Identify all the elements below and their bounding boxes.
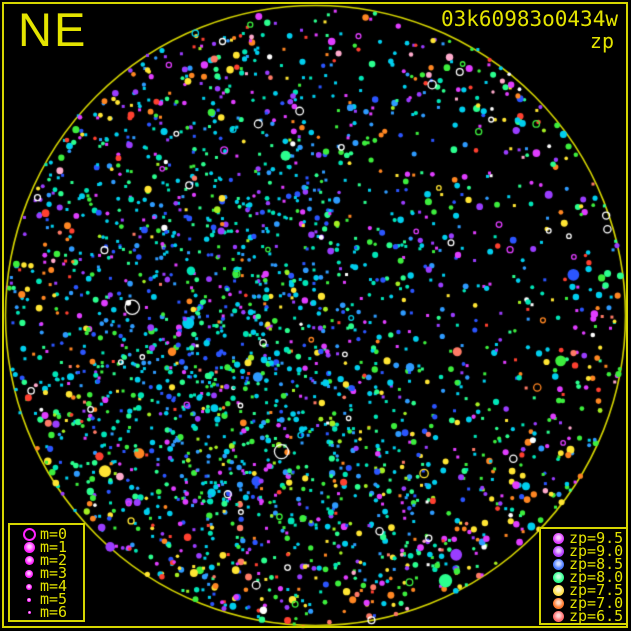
legend-zp-label: zp=6.5 — [569, 607, 624, 625]
legend-m-row: m=2 — [18, 551, 83, 569]
legend-zp-row: zp=7.0 — [547, 594, 626, 612]
legend-m-row: m=3 — [18, 564, 83, 582]
legend-m-row: m=4 — [18, 577, 83, 595]
m0-ring-marker-icon — [22, 528, 36, 541]
legend-zp-row: zp=9.0 — [547, 542, 626, 560]
legend-m-label: m=4 — [40, 577, 68, 595]
legend-m-label: m=6 — [40, 603, 68, 621]
zp85-dot-marker-icon — [552, 559, 564, 570]
legend-zp-label: zp=8.5 — [569, 555, 624, 573]
quadrant-label: NE — [18, 3, 88, 56]
legend-m-row: m=1 — [18, 538, 83, 556]
colorbar-name-label: zp — [589, 29, 614, 53]
zp80-dot-marker-icon — [552, 572, 564, 583]
exposure-id-label: 03k60983o0434w — [440, 7, 618, 31]
legend-zp-label: zp=7.0 — [569, 594, 624, 612]
m1-dot-marker-icon — [23, 542, 35, 553]
legend-zp-row: zp=7.5 — [547, 581, 626, 599]
legend-m-row: m=5 — [18, 590, 83, 608]
magnitude-size-legend: m=0 m=1 m=2 m=3 m=4 m=5 m=6 — [8, 523, 85, 622]
zp90-dot-marker-icon — [552, 546, 564, 557]
legend-m-row: m=6 — [18, 603, 83, 621]
legend-zp-label: zp=9.0 — [569, 542, 624, 560]
legend-m-row: m=0 — [18, 525, 83, 543]
zp-color-legend: zp=9.5 zp=9.0 zp=8.5 zp=8.0 zp=7.5 zp=7.… — [539, 527, 628, 625]
zp95-dot-marker-icon — [552, 533, 564, 544]
legend-zp-row: zp=8.5 — [547, 555, 626, 573]
legend-zp-row: zp=6.5 — [547, 607, 626, 625]
m4-dot-marker-icon — [26, 583, 32, 590]
legend-zp-row: zp=8.0 — [547, 568, 626, 586]
legend-m-label: m=1 — [40, 538, 68, 556]
legend-m-label: m=3 — [40, 564, 68, 582]
legend-m-label: m=5 — [40, 590, 68, 608]
m6-dot-marker-icon — [27, 611, 31, 614]
zp70-dot-marker-icon — [552, 598, 564, 609]
legend-m-label: m=2 — [40, 551, 68, 569]
zp75-dot-marker-icon — [552, 585, 564, 596]
m3-dot-marker-icon — [25, 569, 33, 578]
legend-zp-label: zp=7.5 — [569, 581, 624, 599]
legend-zp-label: zp=8.0 — [569, 568, 624, 586]
m2-dot-marker-icon — [24, 556, 34, 565]
legend-zp-row: zp=9.5 — [547, 529, 626, 547]
m5-dot-marker-icon — [27, 597, 31, 602]
legend-zp-label: zp=9.5 — [569, 529, 624, 547]
legend-m-label: m=0 — [40, 525, 68, 543]
zp65-dot-marker-icon — [552, 611, 564, 622]
